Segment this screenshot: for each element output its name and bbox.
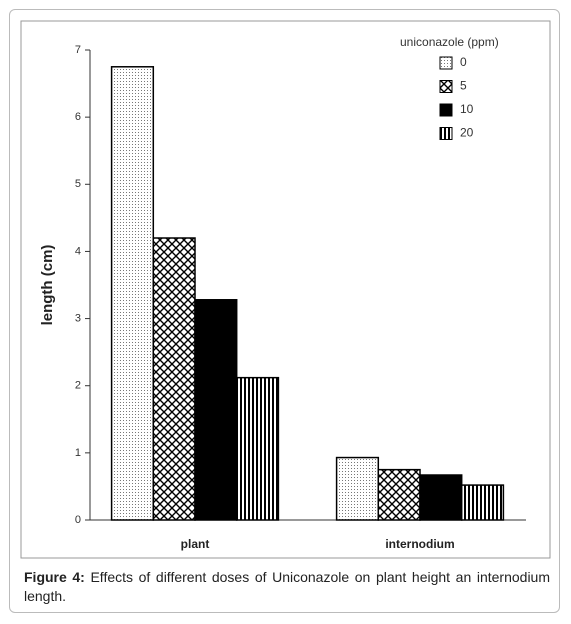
y-tick-label: 6 [75, 111, 81, 123]
caption-text: Effects of different doses of Uniconazol… [24, 569, 551, 604]
legend-label: 10 [460, 102, 474, 116]
frame [9, 9, 560, 613]
legend-title: uniconazole (ppm) [400, 35, 499, 49]
bar [235, 376, 280, 521]
bar [377, 468, 421, 521]
y-tick-label: 4 [75, 245, 81, 257]
legend-swatch [439, 127, 453, 140]
y-tick-label: 1 [75, 447, 81, 459]
bar [460, 484, 505, 521]
y-axis-label: length (cm) [39, 245, 56, 326]
bar [194, 299, 238, 521]
legend-swatch [439, 103, 453, 117]
bar [152, 237, 196, 521]
legend-label: 20 [460, 126, 474, 140]
legend-swatch [439, 56, 453, 70]
bar [110, 66, 155, 521]
bar [335, 456, 380, 521]
x-tick-label: plant [181, 537, 210, 551]
y-tick-label: 5 [75, 178, 81, 190]
caption-label: Figure 4: [24, 569, 85, 585]
y-tick-label: 2 [75, 380, 81, 392]
y-tick-label: 0 [75, 514, 81, 526]
legend-label: 5 [460, 79, 467, 93]
y-tick-label: 7 [75, 44, 81, 56]
caption: Figure 4: Effects of different doses of … [24, 568, 550, 606]
plot-frame [20, 20, 551, 559]
legend-swatch [439, 80, 453, 93]
bar [419, 474, 463, 521]
y-tick-label: 3 [75, 312, 81, 324]
legend-label: 0 [460, 55, 467, 69]
x-tick-label: internodium [385, 537, 454, 551]
